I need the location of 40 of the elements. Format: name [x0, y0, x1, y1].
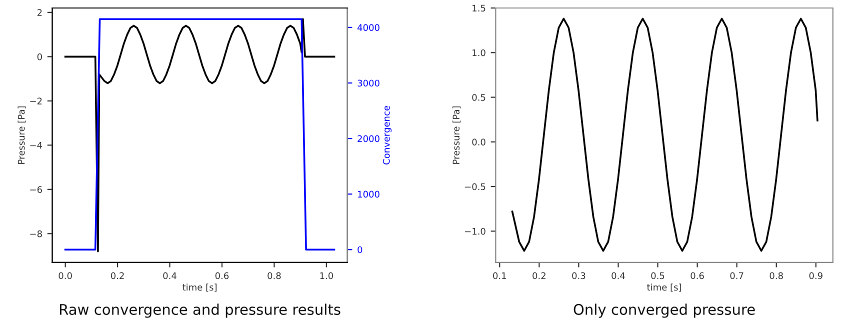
y-tick-label: −6 — [30, 186, 42, 193]
x-tick-label: 0.7 — [730, 272, 744, 280]
y-tick-label: 0 — [37, 53, 42, 60]
x-tick-label: 0.4 — [612, 272, 625, 280]
y-tick-label: 1.0 — [472, 49, 486, 56]
y-tick-label: 2 — [37, 9, 42, 16]
x-tick-label: 0.2 — [110, 272, 124, 280]
x-tick-label: 0.0 — [58, 272, 72, 280]
y2-tick-label: 0 — [358, 246, 362, 254]
y-axis-title: Pressure [Pa] — [18, 106, 26, 164]
y-tick-label: 1.5 — [472, 4, 486, 12]
x-tick-label: 0.3 — [572, 272, 586, 280]
text: Only converged pressure — [574, 304, 755, 318]
y-axis-title: Pressure [Pa] — [452, 106, 461, 164]
y-tick-label: −1.0 — [464, 228, 486, 235]
text: Raw convergence and pressure results — [60, 304, 340, 318]
y2-tick-label: 1000 — [358, 190, 380, 198]
x-tick-label: 0.5 — [651, 272, 664, 280]
x-axis-title: time [s] — [647, 284, 682, 292]
y-tick-label: −2 — [30, 98, 42, 104]
x-tick-label: 0.6 — [690, 272, 704, 280]
y2-tick-label: 2000 — [358, 135, 380, 142]
x-tick-label: 0.6 — [215, 272, 229, 280]
x-tick-label: 0.9 — [809, 272, 822, 280]
x-axis-title: time [s] — [182, 284, 217, 292]
x-tick-label: 0.4 — [163, 272, 176, 280]
y-tick-label: 0.5 — [472, 94, 486, 101]
y2-tick-label: 3000 — [358, 80, 380, 87]
y2-tick-label: 4000 — [357, 24, 380, 31]
x-tick-label: 0.8 — [770, 272, 783, 280]
y-tick-label: −4 — [30, 142, 42, 149]
y-tick-label: −0.5 — [464, 183, 486, 190]
x-tick-label: 0.1 — [493, 272, 506, 280]
y-tick-label: −8 — [30, 230, 42, 238]
line-series — [511, 18, 818, 252]
x-tick-label: 1.0 — [320, 272, 334, 280]
y2-axis-title: Convergence — [382, 106, 392, 164]
x-tick-label: 0.8 — [268, 272, 281, 280]
y-tick-label: 0.0 — [472, 138, 486, 146]
x-tick-label: 0.2 — [532, 272, 546, 280]
